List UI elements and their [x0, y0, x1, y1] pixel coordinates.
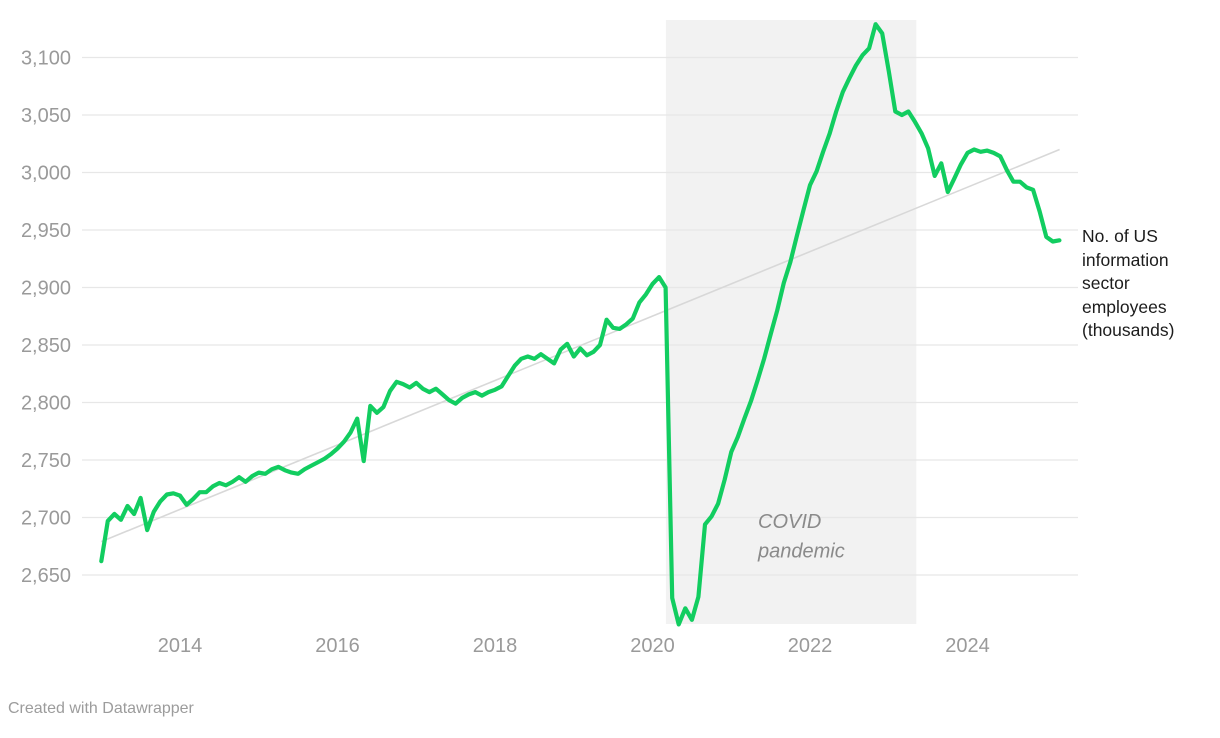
x-tick-label: 2014 [158, 635, 203, 657]
x-tick-label: 2022 [788, 635, 833, 657]
y-tick-label: 2,650 [21, 565, 71, 587]
y-tick-label: 2,900 [21, 278, 71, 300]
x-tick-label: 2016 [315, 635, 360, 657]
datawrapper-credit: Created with Datawrapper [8, 700, 194, 717]
x-tick-label: 2024 [945, 635, 990, 657]
series-label: No. of US information sector employees (… [1082, 226, 1175, 340]
y-tick-label: 2,700 [21, 508, 71, 530]
y-tick-label: 2,800 [21, 393, 71, 415]
y-tick-label: 3,100 [21, 48, 71, 70]
x-tick-label: 2020 [630, 635, 675, 657]
y-tick-label: 2,950 [21, 220, 71, 242]
trend-line [100, 148, 1060, 543]
y-tick-label: 3,050 [21, 105, 71, 127]
y-tick-label: 2,850 [21, 335, 71, 357]
y-tick-label: 2,750 [21, 450, 71, 472]
x-tick-label: 2018 [473, 635, 518, 657]
employment-line [99, 22, 1062, 627]
y-tick-label: 3,000 [21, 163, 71, 185]
